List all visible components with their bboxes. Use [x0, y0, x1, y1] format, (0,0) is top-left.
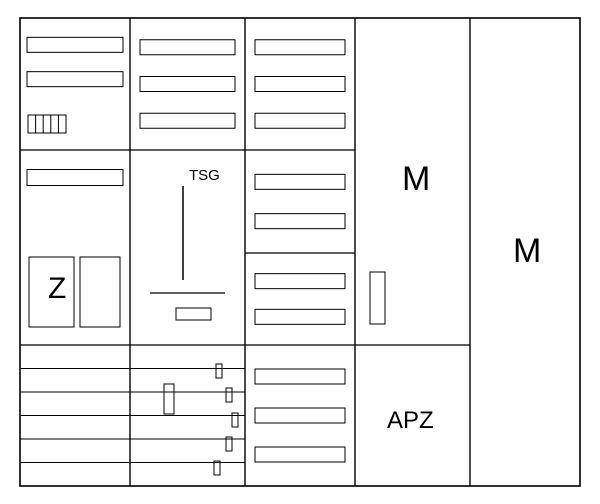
label-m2: M	[513, 232, 541, 270]
label-m1: M	[402, 160, 430, 198]
label-apz: APZ	[387, 407, 434, 434]
label-z: Z	[48, 272, 66, 305]
label-tsg: TSG	[189, 167, 220, 184]
